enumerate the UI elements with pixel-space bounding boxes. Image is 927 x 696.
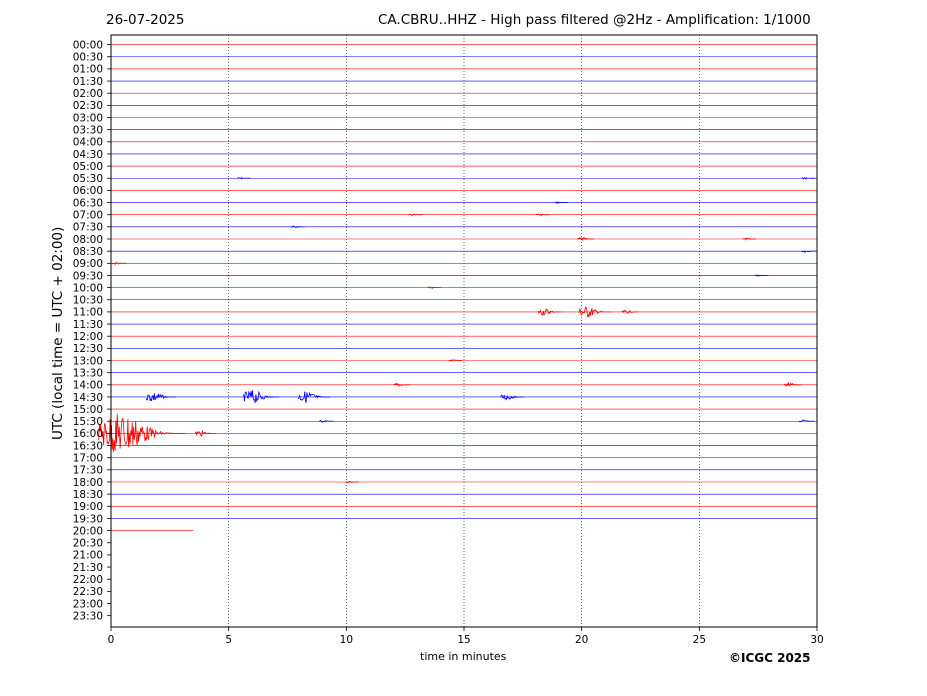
x-tick-label: 20 xyxy=(575,634,588,646)
event-trace xyxy=(393,382,411,387)
y-tick-label: 03:00 xyxy=(73,112,103,124)
event-trace xyxy=(297,391,331,403)
event-trace xyxy=(448,359,463,362)
y-tick-label: 15:30 xyxy=(73,416,103,428)
y-tick-label: 20:00 xyxy=(73,525,103,537)
event-trace xyxy=(554,201,569,204)
event-trace xyxy=(345,480,359,484)
chart-title: CA.CBRU..HHZ - High pass filtered @2Hz -… xyxy=(378,12,811,28)
y-tick-label: 05:00 xyxy=(73,161,103,173)
event-trace xyxy=(801,250,817,253)
event-trace xyxy=(621,310,639,314)
y-tick-label: 16:00 xyxy=(73,428,103,440)
y-tick-label: 11:30 xyxy=(73,319,103,331)
y-tick-label: 11:00 xyxy=(73,307,103,319)
y-tick-label: 10:30 xyxy=(73,295,103,307)
y-tick-label: 01:30 xyxy=(73,76,103,88)
y-tick-label: 08:00 xyxy=(73,234,103,246)
y-tick-label: 16:30 xyxy=(73,440,103,452)
y-tick-label: 12:00 xyxy=(73,331,103,343)
y-tick-label: 01:00 xyxy=(73,64,103,76)
y-tick-label: 07:00 xyxy=(73,210,103,222)
y-tick-label: 14:30 xyxy=(73,392,103,404)
y-tick-label: 13:30 xyxy=(73,367,103,379)
y-tick-label: 08:30 xyxy=(73,246,103,258)
y-tick-label: 02:00 xyxy=(73,88,103,100)
y-tick-label: 04:30 xyxy=(73,149,103,161)
y-tick-label: 21:00 xyxy=(73,550,103,562)
event-trace xyxy=(801,177,816,180)
y-tick-label: 13:00 xyxy=(73,355,103,367)
event-trace xyxy=(291,225,305,228)
event-trace xyxy=(798,419,815,423)
event-trace xyxy=(754,274,769,277)
event-trace xyxy=(194,430,217,437)
y-tick-label: 06:00 xyxy=(73,185,103,197)
x-axis-label: time in minutes xyxy=(420,650,507,663)
y-tick-label: 14:00 xyxy=(73,380,103,392)
y-tick-label: 05:30 xyxy=(73,173,103,185)
y-tick-label: 23:30 xyxy=(73,610,103,622)
y-tick-label: 18:00 xyxy=(73,477,103,489)
y-tick-label: 19:30 xyxy=(73,513,103,525)
x-tick-label: 15 xyxy=(457,634,470,646)
event-trace xyxy=(500,394,524,401)
chart-date: 26-07-2025 xyxy=(106,12,185,28)
y-tick-label: 19:00 xyxy=(73,501,103,513)
y-tick-label: 15:00 xyxy=(73,404,103,416)
plot-frame xyxy=(110,34,818,628)
y-tick-label: 23:00 xyxy=(73,598,103,610)
event-trace xyxy=(742,237,757,241)
x-tick-label: 30 xyxy=(810,634,823,646)
y-tick-label: 09:00 xyxy=(73,258,103,270)
y-tick-label: 17:30 xyxy=(73,465,103,477)
event-trace xyxy=(145,393,176,402)
event-trace xyxy=(537,308,562,317)
y-axis-label: UTC (local time = UTC + 02:00) xyxy=(50,226,66,440)
y-tick-label: 22:30 xyxy=(73,586,103,598)
event-group xyxy=(98,176,817,484)
event-trace xyxy=(535,213,550,217)
x-axis-ticks: 0 5 10 15 20 25 30 xyxy=(108,627,824,646)
y-tick-label: 04:00 xyxy=(73,137,103,149)
event-trace xyxy=(427,286,441,289)
y-axis-ticks: 00:0000:3001:0001:3002:0002:3003:0003:30… xyxy=(73,39,111,622)
y-tick-label: 10:00 xyxy=(73,282,103,294)
event-trace xyxy=(98,413,186,452)
y-tick-label: 03:30 xyxy=(73,124,103,136)
y-tick-label: 17:00 xyxy=(73,453,103,465)
x-tick-label: 25 xyxy=(693,634,706,646)
y-tick-label: 18:30 xyxy=(73,489,103,501)
event-trace xyxy=(237,176,251,180)
grid-lines xyxy=(228,35,700,627)
event-trace xyxy=(784,381,802,388)
event-trace xyxy=(408,213,423,217)
event-trace xyxy=(112,261,127,265)
y-tick-label: 20:30 xyxy=(73,538,103,550)
x-tick-label: 10 xyxy=(340,634,353,646)
y-tick-label: 00:30 xyxy=(73,52,103,64)
y-tick-label: 00:00 xyxy=(73,39,103,51)
y-tick-label: 06:30 xyxy=(73,197,103,209)
event-trace xyxy=(577,237,595,242)
y-tick-label: 02:30 xyxy=(73,100,103,112)
event-trace xyxy=(318,419,334,423)
y-tick-label: 22:00 xyxy=(73,574,103,586)
event-trace xyxy=(578,306,611,319)
copyright-text: ©ICGC 2025 xyxy=(729,651,811,665)
y-tick-label: 21:30 xyxy=(73,562,103,574)
x-tick-label: 5 xyxy=(225,634,232,646)
event-trace xyxy=(242,390,280,403)
y-tick-label: 07:30 xyxy=(73,222,103,234)
y-tick-label: 12:30 xyxy=(73,343,103,355)
y-tick-label: 09:30 xyxy=(73,270,103,282)
trace-group xyxy=(111,44,817,531)
x-tick-label: 0 xyxy=(108,634,115,646)
